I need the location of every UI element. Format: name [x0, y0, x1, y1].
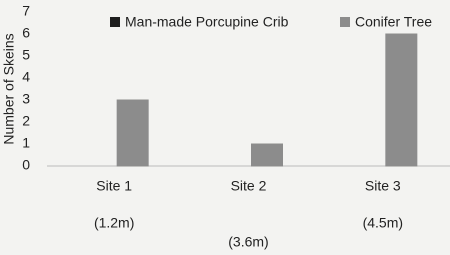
y-tick-label: 3: [22, 91, 30, 107]
y-tick-label: 2: [22, 113, 30, 129]
legend-swatch: [340, 17, 350, 27]
y-tick-label: 6: [22, 25, 30, 41]
y-tick-label: 7: [22, 3, 30, 19]
y-tick-label: 5: [22, 47, 30, 63]
bar: [251, 143, 283, 167]
y-tick-label: 0: [22, 157, 30, 173]
annotation: (4.5m): [363, 215, 403, 231]
annotation: (3.6m): [228, 234, 268, 250]
y-axis-label: Number of Skeins: [1, 33, 17, 144]
legend-swatch: [110, 17, 120, 27]
bar: [116, 99, 149, 167]
bar: [385, 33, 418, 167]
y-tick-label: 4: [22, 69, 30, 85]
x-tick-label: Site 1: [96, 178, 132, 194]
legend-label: Man-made Porcupine Crib: [125, 14, 289, 30]
annotation: (1.2m): [94, 215, 134, 231]
legend-label: Conifer Tree: [355, 14, 432, 30]
x-tick-label: Site 2: [231, 178, 267, 194]
y-tick-label: 1: [22, 135, 30, 151]
x-tick-label: Site 3: [365, 178, 401, 194]
